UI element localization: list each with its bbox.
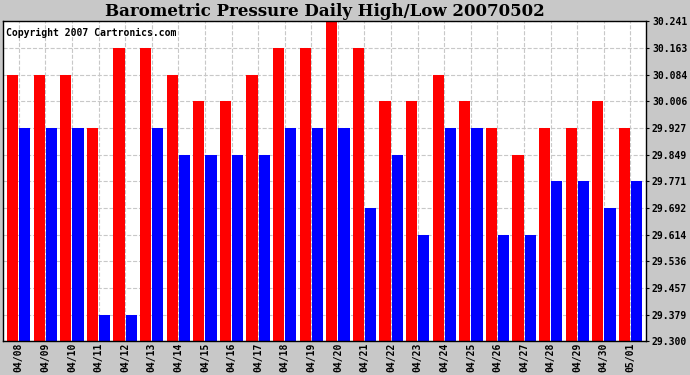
Bar bbox=[631, 181, 642, 342]
Bar bbox=[486, 128, 497, 342]
Bar bbox=[246, 75, 257, 342]
Bar bbox=[99, 315, 110, 342]
Bar bbox=[353, 48, 364, 342]
Bar bbox=[152, 128, 164, 342]
Bar bbox=[365, 208, 376, 342]
Bar bbox=[471, 128, 482, 342]
Bar bbox=[539, 128, 550, 342]
Bar bbox=[299, 48, 310, 342]
Bar bbox=[619, 128, 630, 342]
Bar bbox=[604, 208, 615, 342]
Bar bbox=[34, 75, 45, 342]
Bar bbox=[232, 155, 243, 342]
Bar bbox=[7, 75, 18, 342]
Bar bbox=[19, 128, 30, 342]
Bar bbox=[285, 128, 297, 342]
Bar bbox=[418, 235, 429, 342]
Bar bbox=[433, 75, 444, 342]
Bar bbox=[206, 155, 217, 342]
Bar bbox=[179, 155, 190, 342]
Bar bbox=[459, 101, 471, 342]
Bar bbox=[338, 128, 350, 342]
Bar bbox=[273, 48, 284, 342]
Bar bbox=[259, 155, 270, 342]
Bar bbox=[524, 235, 535, 342]
Bar bbox=[578, 181, 589, 342]
Bar bbox=[193, 101, 204, 342]
Text: Copyright 2007 Cartronics.com: Copyright 2007 Cartronics.com bbox=[6, 28, 177, 38]
Bar bbox=[498, 235, 509, 342]
Bar bbox=[60, 75, 71, 342]
Bar bbox=[445, 128, 456, 342]
Bar bbox=[140, 48, 151, 342]
Bar bbox=[566, 128, 577, 342]
Bar bbox=[87, 128, 98, 342]
Bar bbox=[126, 315, 137, 342]
Bar bbox=[220, 101, 231, 342]
Bar bbox=[592, 101, 603, 342]
Bar bbox=[166, 75, 178, 342]
Bar bbox=[513, 155, 524, 342]
Bar bbox=[113, 48, 125, 342]
Bar bbox=[312, 128, 323, 342]
Bar bbox=[551, 181, 562, 342]
Bar bbox=[380, 101, 391, 342]
Bar bbox=[72, 128, 83, 342]
Bar bbox=[326, 21, 337, 342]
Bar bbox=[406, 101, 417, 342]
Title: Barometric Pressure Daily High/Low 20070502: Barometric Pressure Daily High/Low 20070… bbox=[105, 3, 544, 20]
Bar bbox=[392, 155, 403, 342]
Bar bbox=[46, 128, 57, 342]
